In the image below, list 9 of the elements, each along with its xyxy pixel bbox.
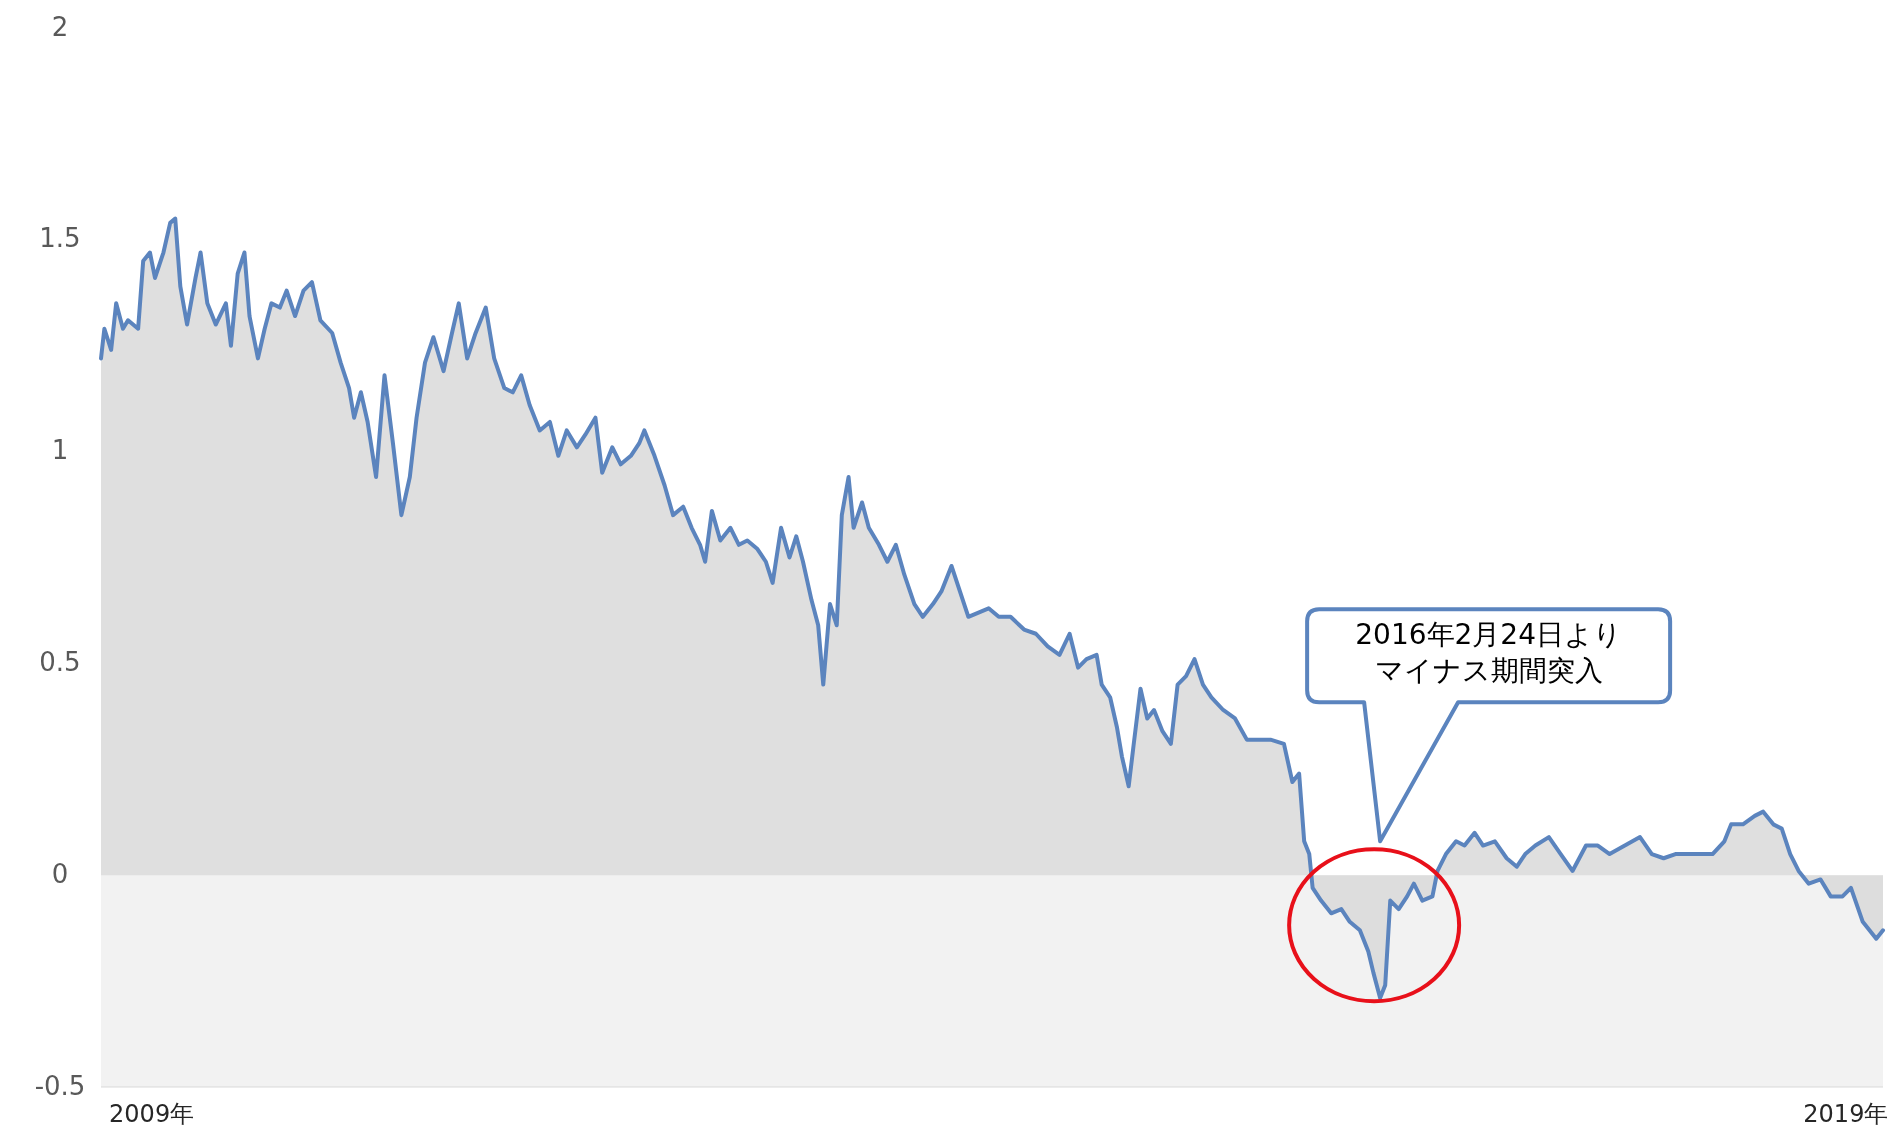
x-tick-label: 2009年	[109, 1100, 195, 1128]
x-tick-label: 2019年	[1803, 1100, 1889, 1128]
y-tick-label: 0.5	[39, 646, 81, 677]
y-tick-label: -0.5	[34, 1070, 86, 1101]
y-tick-label: 1.5	[39, 223, 81, 254]
annotation: 2016年2月24日よりマイナス期間突入	[1355, 618, 1622, 688]
y-tick-label: 0	[51, 858, 69, 889]
y-tick-label: 2	[51, 11, 69, 42]
y-tick-label: 1	[51, 435, 69, 466]
